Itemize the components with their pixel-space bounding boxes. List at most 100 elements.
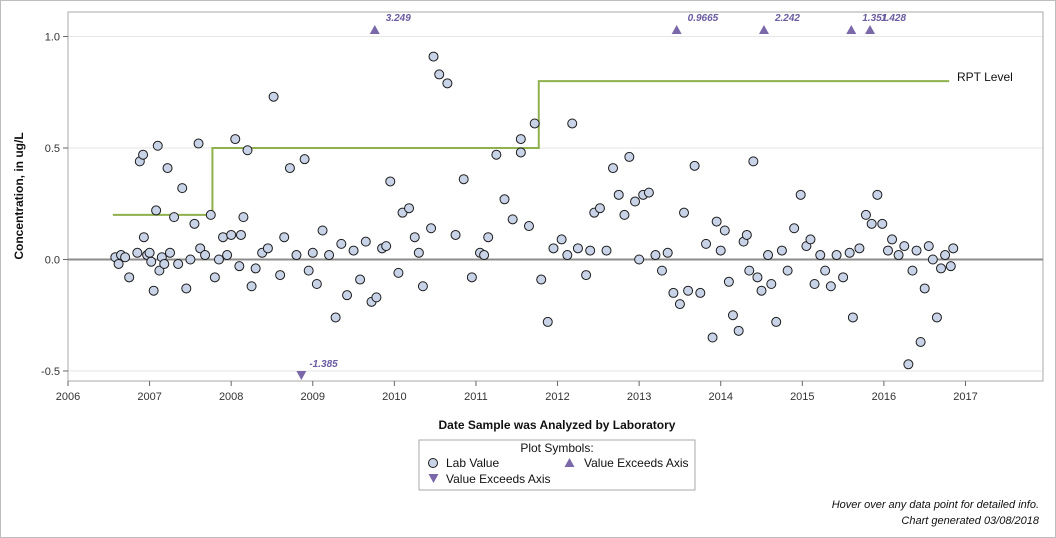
lab-value-point[interactable] bbox=[940, 250, 951, 261]
lab-value-point[interactable] bbox=[262, 243, 273, 254]
lab-value-point[interactable] bbox=[630, 196, 641, 207]
lab-value-point[interactable] bbox=[234, 261, 245, 272]
lab-value-point[interactable] bbox=[173, 258, 184, 269]
exceeds-high-point[interactable] bbox=[671, 25, 682, 34]
lab-value-point[interactable] bbox=[185, 254, 196, 265]
lab-value-point[interactable] bbox=[831, 250, 842, 261]
lab-value-point[interactable] bbox=[893, 250, 904, 261]
lab-value-point[interactable] bbox=[634, 254, 645, 265]
lab-value-point[interactable] bbox=[707, 332, 718, 343]
lab-value-point[interactable] bbox=[763, 250, 774, 261]
lab-value-point[interactable] bbox=[805, 234, 816, 245]
lab-value-point[interactable] bbox=[138, 149, 149, 160]
lab-value-point[interactable] bbox=[303, 265, 314, 276]
lab-value-point[interactable] bbox=[515, 147, 526, 158]
lab-value-point[interactable] bbox=[594, 203, 605, 214]
lab-value-point[interactable] bbox=[674, 299, 685, 310]
lab-value-point[interactable] bbox=[668, 287, 679, 298]
lab-value-point[interactable] bbox=[311, 279, 322, 290]
lab-value-point[interactable] bbox=[719, 225, 730, 236]
lab-value-point[interactable] bbox=[624, 151, 635, 162]
lab-value-point[interactable] bbox=[426, 223, 437, 234]
lab-value-point[interactable] bbox=[815, 250, 826, 261]
lab-value-point[interactable] bbox=[483, 232, 494, 243]
exceeds-low-point[interactable] bbox=[296, 371, 307, 380]
lab-value-point[interactable] bbox=[299, 154, 310, 165]
lab-value-point[interactable] bbox=[162, 163, 173, 174]
lab-value-point[interactable] bbox=[235, 229, 246, 240]
lab-value-point[interactable] bbox=[701, 238, 712, 249]
lab-value-point[interactable] bbox=[434, 69, 445, 80]
lab-value-point[interactable] bbox=[711, 216, 722, 227]
lab-value-point[interactable] bbox=[371, 292, 382, 303]
lab-value-point[interactable] bbox=[860, 209, 871, 220]
lab-value-point[interactable] bbox=[679, 207, 690, 218]
lab-value-point[interactable] bbox=[771, 316, 782, 327]
lab-value-point[interactable] bbox=[733, 325, 744, 336]
lab-value-point[interactable] bbox=[491, 149, 502, 160]
lab-value-point[interactable] bbox=[450, 229, 461, 240]
lab-value-point[interactable] bbox=[915, 336, 926, 347]
lab-value-point[interactable] bbox=[230, 134, 241, 145]
lab-value-point[interactable] bbox=[903, 359, 914, 370]
lab-value-point[interactable] bbox=[872, 189, 883, 200]
lab-value-point[interactable] bbox=[242, 145, 253, 156]
lab-value-point[interactable] bbox=[789, 223, 800, 234]
lab-value-point[interactable] bbox=[428, 51, 439, 62]
lab-value-point[interactable] bbox=[727, 310, 738, 321]
lab-value-point[interactable] bbox=[226, 229, 237, 240]
lab-value-point[interactable] bbox=[562, 250, 573, 261]
lab-value-point[interactable] bbox=[662, 247, 673, 258]
lab-value-point[interactable] bbox=[250, 263, 261, 274]
lab-value-point[interactable] bbox=[238, 212, 249, 223]
lab-value-point[interactable] bbox=[205, 209, 216, 220]
lab-value-point[interactable] bbox=[844, 247, 855, 258]
lab-value-point[interactable] bbox=[138, 232, 149, 243]
lab-value-point[interactable] bbox=[887, 234, 898, 245]
lab-value-point[interactable] bbox=[776, 245, 787, 256]
lab-value-point[interactable] bbox=[409, 232, 420, 243]
lab-value-point[interactable] bbox=[284, 163, 295, 174]
lab-value-point[interactable] bbox=[752, 272, 763, 283]
lab-value-point[interactable] bbox=[152, 140, 163, 151]
lab-value-point[interactable] bbox=[923, 241, 934, 252]
lab-value-point[interactable] bbox=[154, 265, 165, 276]
lab-value-point[interactable] bbox=[948, 243, 959, 254]
lab-value-point[interactable] bbox=[404, 203, 415, 214]
lab-value-point[interactable] bbox=[324, 250, 335, 261]
lab-value-point[interactable] bbox=[907, 265, 918, 276]
lab-value-point[interactable] bbox=[927, 254, 938, 265]
lab-value-point[interactable] bbox=[572, 243, 583, 254]
lab-value-point[interactable] bbox=[479, 250, 490, 261]
lab-value-point[interactable] bbox=[330, 312, 341, 323]
lab-value-point[interactable] bbox=[656, 265, 667, 276]
lab-value-point[interactable] bbox=[825, 281, 836, 292]
lab-value-point[interactable] bbox=[542, 316, 553, 327]
lab-value-point[interactable] bbox=[151, 205, 162, 216]
lab-value-point[interactable] bbox=[113, 258, 124, 269]
lab-value-point[interactable] bbox=[148, 285, 159, 296]
lab-value-point[interactable] bbox=[307, 247, 318, 258]
lab-value-point[interactable] bbox=[213, 254, 224, 265]
lab-value-point[interactable] bbox=[931, 312, 942, 323]
lab-value-point[interactable] bbox=[193, 138, 204, 149]
lab-value-point[interactable] bbox=[342, 290, 353, 301]
lab-value-point[interactable] bbox=[643, 187, 654, 198]
lab-value-point[interactable] bbox=[877, 218, 888, 229]
lab-value-point[interactable] bbox=[936, 263, 947, 274]
lab-value-point[interactable] bbox=[567, 118, 578, 129]
lab-value-point[interactable] bbox=[650, 250, 661, 261]
lab-value-point[interactable] bbox=[619, 209, 630, 220]
lab-value-point[interactable] bbox=[355, 274, 366, 285]
lab-value-point[interactable] bbox=[585, 245, 596, 256]
lab-value-point[interactable] bbox=[200, 250, 211, 261]
lab-value-point[interactable] bbox=[246, 281, 257, 292]
lab-value-point[interactable] bbox=[218, 232, 229, 243]
lab-value-point[interactable] bbox=[556, 234, 567, 245]
lab-value-point[interactable] bbox=[275, 270, 286, 281]
lab-value-point[interactable] bbox=[911, 245, 922, 256]
lab-value-point[interactable] bbox=[847, 312, 858, 323]
exceeds-high-point[interactable] bbox=[369, 25, 380, 34]
lab-value-point[interactable] bbox=[177, 183, 188, 194]
lab-value-point[interactable] bbox=[268, 91, 279, 102]
